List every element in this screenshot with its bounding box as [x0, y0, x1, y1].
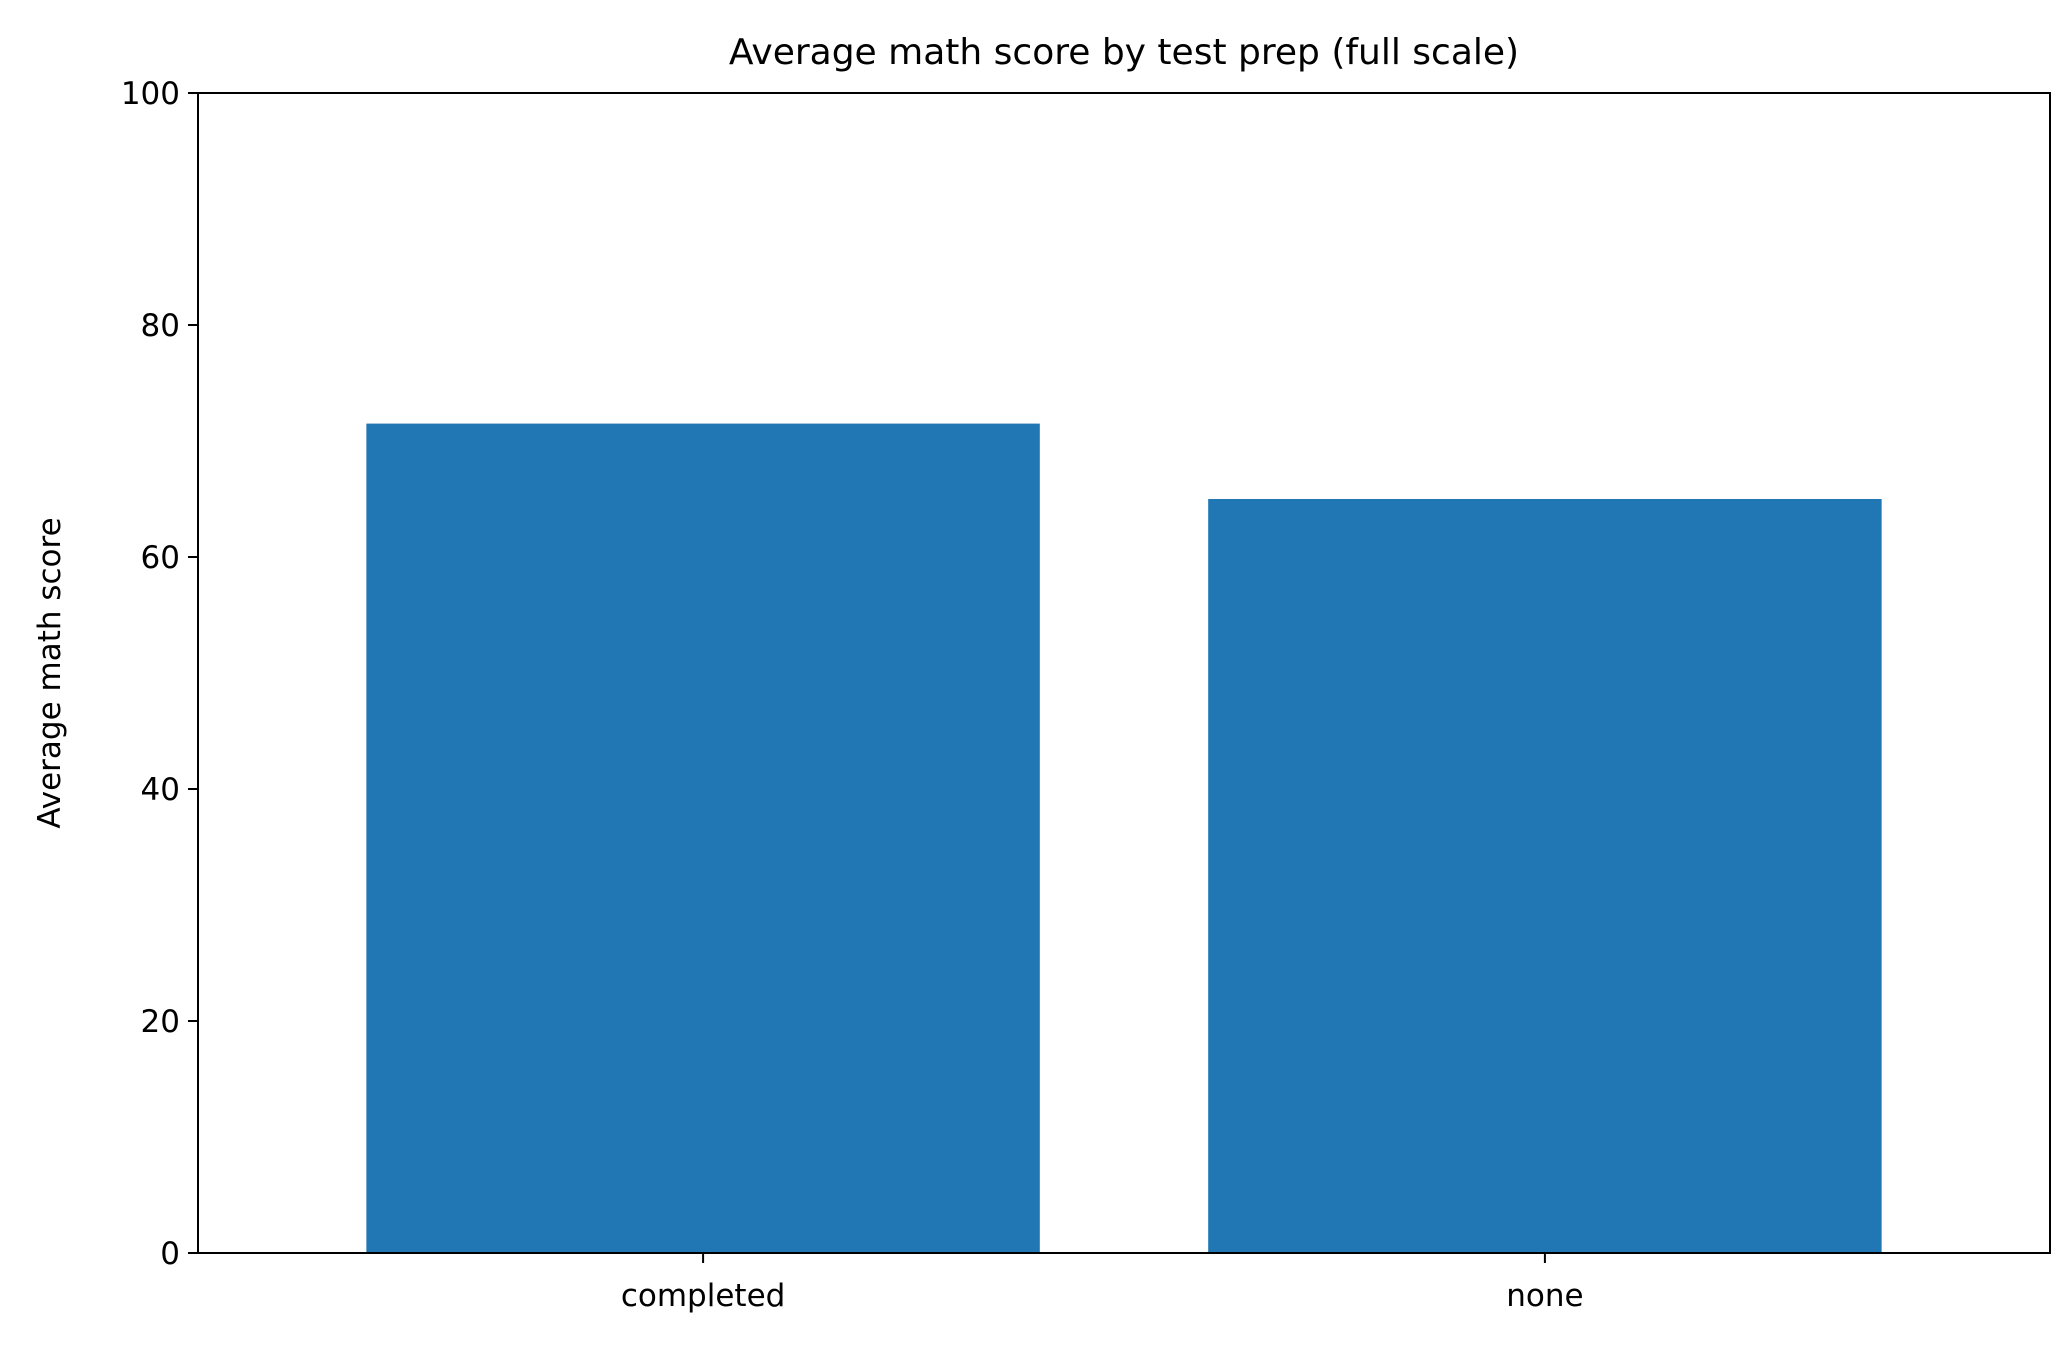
y-tick-label: 20	[141, 1004, 180, 1040]
x-axis-ticks: completed none	[621, 1253, 1584, 1314]
y-tick-label: 60	[141, 540, 180, 576]
bars-layer	[366, 423, 1882, 1254]
bar-none	[1208, 499, 1882, 1253]
y-tick-label: 40	[141, 772, 180, 808]
x-tick-label: completed	[621, 1278, 785, 1314]
plot-frame	[197, 92, 2051, 1254]
y-axis-label: Average math score	[32, 517, 68, 828]
x-tick-label: none	[1506, 1278, 1583, 1314]
y-axis-ticks: 0 20 40 60 80 100	[121, 76, 198, 1272]
y-tick-label: 0	[160, 1236, 180, 1272]
chart-title: Average math score by test prep (full sc…	[729, 32, 1519, 73]
y-tick-label: 100	[121, 76, 180, 112]
y-tick-label: 80	[141, 308, 180, 344]
bar-completed	[366, 423, 1040, 1254]
